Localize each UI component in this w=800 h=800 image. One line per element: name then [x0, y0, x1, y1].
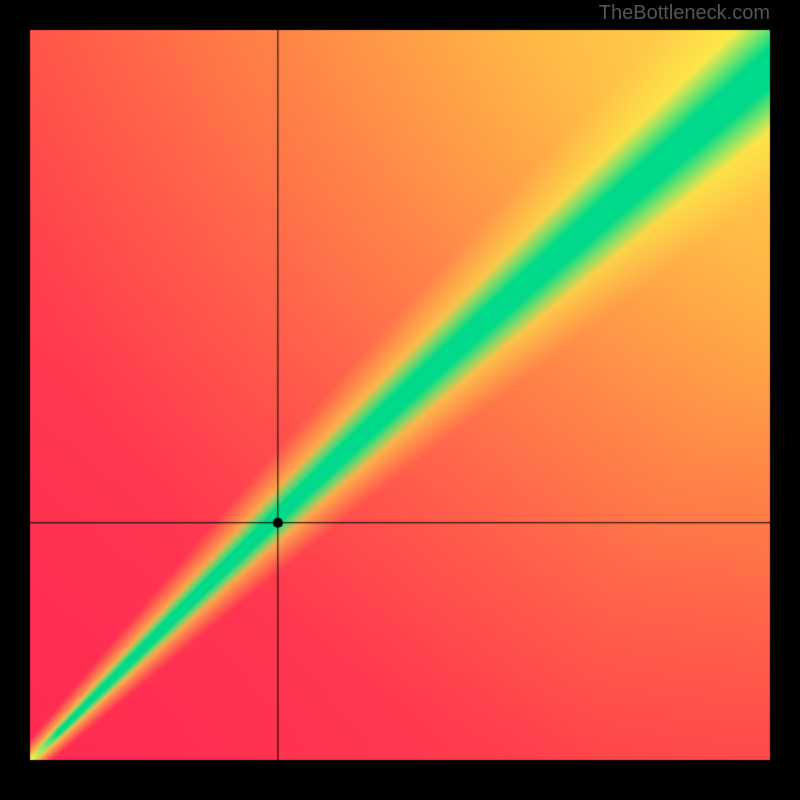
attribution-text: TheBottleneck.com: [599, 2, 770, 25]
chart-container: TheBottleneck.com: [0, 0, 800, 800]
heatmap-canvas: [0, 0, 800, 800]
